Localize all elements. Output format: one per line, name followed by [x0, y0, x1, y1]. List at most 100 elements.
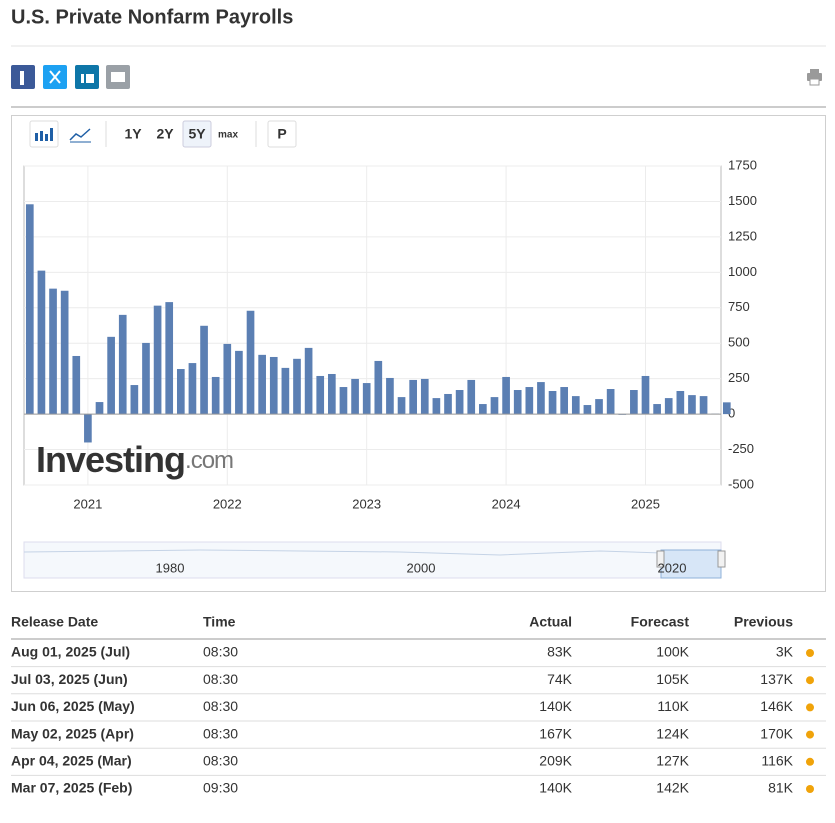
bar: [513, 390, 522, 415]
revision-dot: [806, 785, 814, 793]
bar: [455, 390, 464, 415]
range-button[interactable]: 2Y: [156, 126, 174, 142]
revision-dot: [806, 703, 814, 712]
bar: [130, 385, 139, 415]
bar: [328, 373, 336, 415]
icon: [810, 69, 819, 73]
bar: [630, 390, 638, 415]
table-cell: 81K: [768, 780, 794, 796]
y-tick-label: -500: [728, 476, 754, 491]
line-chart-button[interactable]: [69, 128, 91, 141]
table-cell: 08:30: [203, 644, 238, 660]
bar: [537, 382, 545, 415]
bar: [397, 397, 406, 415]
column-header: Previous: [734, 614, 793, 630]
bar: [386, 377, 394, 415]
bar: [699, 396, 708, 415]
table-cell: 146K: [760, 698, 793, 714]
share-buttons: [11, 65, 822, 89]
bar: [525, 387, 534, 415]
bar: [200, 325, 208, 415]
table-cell: Mar 07, 2025 (Feb): [11, 780, 132, 796]
p-button[interactable]: P: [277, 126, 286, 142]
y-tick-label: 1500: [728, 193, 757, 208]
navigator-label: 2020: [658, 560, 687, 575]
bar: [560, 387, 569, 415]
icon: [49, 70, 61, 84]
bar: [153, 305, 162, 415]
table-cell: 140K: [539, 780, 572, 796]
table-cell: 08:30: [203, 753, 238, 769]
bar: [571, 396, 580, 415]
y-tick-label: 1000: [728, 264, 757, 279]
y-tick-label: 0: [728, 406, 735, 421]
navigator-label: 2000: [407, 560, 436, 575]
range-button[interactable]: max: [218, 130, 238, 141]
navigator-handle[interactable]: [656, 550, 665, 568]
navigator-handle[interactable]: [717, 550, 726, 568]
y-tick-label: 1250: [728, 228, 757, 243]
bar: [258, 354, 266, 415]
range-button[interactable]: 5Y: [188, 126, 206, 142]
y-tick-label: 250: [728, 370, 750, 385]
bar: [409, 379, 417, 415]
bar-chart-button[interactable]: [29, 120, 59, 148]
page-title: U.S. Private Nonfarm Payrolls: [11, 6, 293, 28]
bar: [37, 270, 46, 415]
bar: [595, 399, 603, 415]
range-button[interactable]: 1Y: [124, 126, 142, 142]
table-cell: 140K: [539, 698, 572, 714]
y-tick-label: -250: [728, 441, 754, 456]
x-tick-label: 2022: [213, 496, 242, 511]
bar: [722, 402, 731, 415]
table-cell: Apr 04, 2025 (Mar): [11, 753, 132, 769]
icon: [35, 133, 38, 141]
bar: [60, 290, 69, 415]
bar: [374, 360, 383, 415]
bar: [351, 378, 359, 415]
bar: [188, 363, 197, 415]
bar: [653, 404, 661, 415]
bar: [84, 414, 92, 443]
y-tick-label: 750: [728, 299, 750, 314]
icon: [111, 72, 125, 82]
bar: [479, 404, 487, 415]
table-cell: 08:30: [203, 671, 238, 687]
table-cell: 3K: [776, 644, 794, 660]
icon: [809, 78, 820, 86]
y-tick-label: 1750: [728, 157, 757, 172]
bar: [304, 347, 313, 415]
bar: [165, 302, 174, 415]
navigator-track: [23, 541, 722, 579]
bar: [49, 288, 57, 415]
icon: [20, 71, 24, 85]
bar: [142, 342, 150, 415]
table-cell: 100K: [656, 644, 689, 660]
x-tick-label: 2024: [492, 496, 521, 511]
watermark-suffix: .com: [185, 447, 233, 474]
bar: [490, 397, 499, 415]
history-table: Release Date Time Actual Forecast Previous Au…: [11, 614, 826, 796]
table-cell: 209K: [539, 753, 572, 769]
bar: [420, 378, 429, 415]
revision-dot: [806, 730, 814, 739]
table-cell: 127K: [656, 753, 689, 769]
table-cell: 83K: [547, 644, 573, 660]
print-button[interactable]: [807, 69, 822, 86]
bar: [502, 376, 510, 415]
y-tick-label: 500: [728, 335, 750, 350]
icon: [81, 74, 84, 83]
table-cell: 137K: [760, 671, 793, 687]
icon: [50, 128, 53, 141]
bar: [223, 343, 232, 415]
bar: [25, 204, 34, 415]
table-cell: 124K: [656, 725, 689, 741]
bar: [269, 356, 278, 415]
table-cell: 08:30: [203, 698, 238, 714]
icon: [86, 74, 94, 83]
navigator: 1980 2000 2020: [23, 541, 726, 579]
table-cell: Jul 03, 2025 (Jun): [11, 671, 128, 687]
bar: [235, 350, 243, 415]
column-header: Time: [203, 614, 236, 630]
bar: [118, 314, 127, 415]
